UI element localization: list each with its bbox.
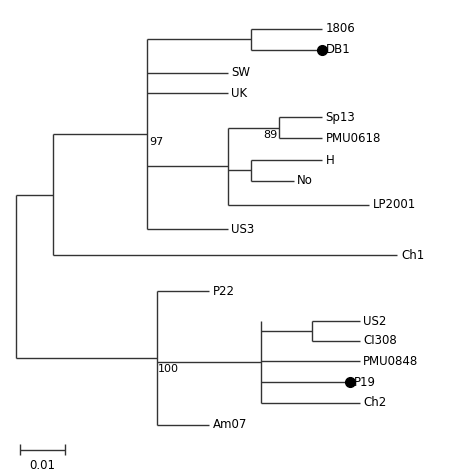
Text: CI308: CI308 [363, 334, 397, 347]
Text: LP2001: LP2001 [373, 198, 416, 211]
Text: PMU0848: PMU0848 [363, 355, 419, 368]
Text: 1806: 1806 [326, 22, 356, 36]
Text: Ch2: Ch2 [363, 396, 386, 409]
Text: 89: 89 [263, 130, 277, 140]
Text: No: No [297, 174, 313, 187]
Text: DB1: DB1 [326, 43, 350, 56]
Text: H: H [326, 154, 334, 166]
Text: Am07: Am07 [212, 418, 247, 431]
Text: US3: US3 [231, 223, 255, 236]
Text: SW: SW [231, 66, 250, 79]
Text: 100: 100 [158, 364, 179, 374]
Text: PMU0618: PMU0618 [326, 132, 381, 145]
Text: P22: P22 [212, 285, 235, 298]
Text: US2: US2 [363, 315, 387, 328]
Text: 97: 97 [149, 137, 163, 146]
Text: Ch1: Ch1 [401, 249, 424, 262]
Text: UK: UK [231, 87, 247, 100]
Text: P19: P19 [354, 376, 376, 389]
Text: Sp13: Sp13 [326, 111, 356, 124]
Text: 0.01: 0.01 [29, 459, 55, 472]
